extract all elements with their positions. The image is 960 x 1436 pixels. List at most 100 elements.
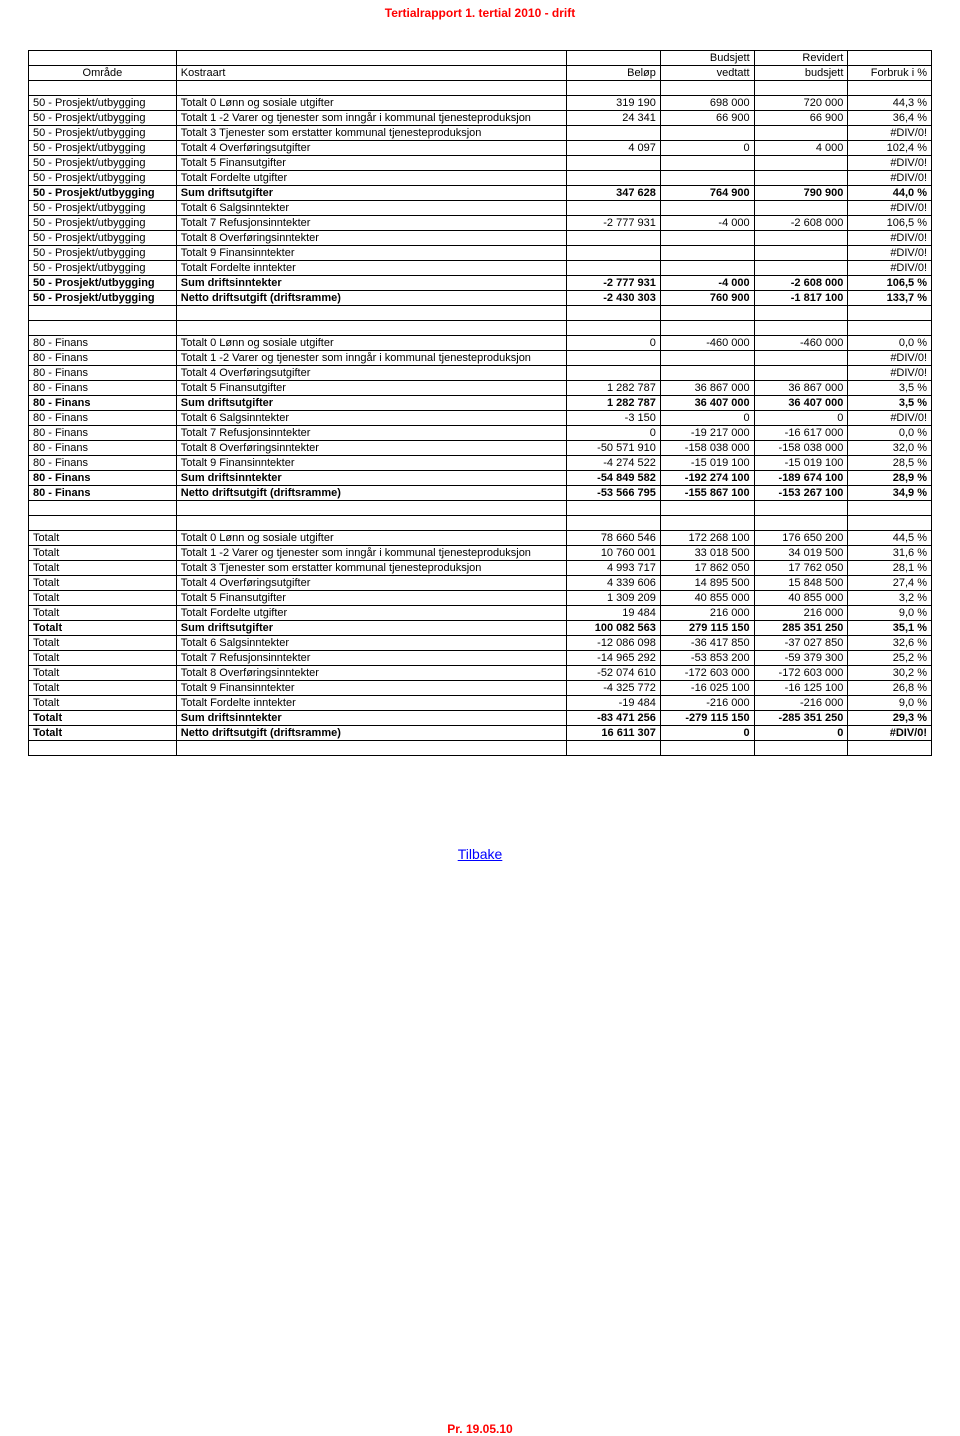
cell-kostraart: Totalt 7 Refusjonsinntekter — [176, 426, 566, 441]
table-row: TotaltTotalt 4 Overføringsutgifter4 339 … — [29, 576, 932, 591]
blank-cell — [754, 501, 848, 516]
cell-belop: -4 325 772 — [567, 681, 661, 696]
cell-forbruk: 35,1 % — [848, 621, 932, 636]
header-revidert-b: budsjett — [754, 66, 848, 81]
table-row: 50 - Prosjekt/utbyggingTotalt 0 Lønn og … — [29, 96, 932, 111]
cell-budsjett: -53 853 200 — [660, 651, 754, 666]
cell-belop — [567, 261, 661, 276]
cell-forbruk: 3,5 % — [848, 381, 932, 396]
cell-belop: -83 471 256 — [567, 711, 661, 726]
cell-kostraart: Totalt 3 Tjenester som erstatter kommuna… — [176, 561, 566, 576]
cell-budsjett — [660, 351, 754, 366]
cell-omrade: 50 - Prosjekt/utbygging — [29, 171, 177, 186]
cell-budsjett: 36 407 000 — [660, 396, 754, 411]
cell-revidert: -158 038 000 — [754, 441, 848, 456]
cell-omrade: 50 - Prosjekt/utbygging — [29, 201, 177, 216]
cell-budsjett: 0 — [660, 141, 754, 156]
cell-belop: -53 566 795 — [567, 486, 661, 501]
table-row: 50 - Prosjekt/utbyggingTotalt 3 Tjeneste… — [29, 126, 932, 141]
cell-budsjett — [660, 261, 754, 276]
blank-cell — [660, 501, 754, 516]
table-row: 80 - FinansTotalt 8 Overføringsinntekter… — [29, 441, 932, 456]
cell-belop: 4 993 717 — [567, 561, 661, 576]
cell-belop: 24 341 — [567, 111, 661, 126]
cell-belop: 1 282 787 — [567, 381, 661, 396]
blank-cell — [848, 306, 932, 321]
cell-kostraart: Sum driftsutgifter — [176, 186, 566, 201]
cell-kostraart: Totalt 6 Salgsinntekter — [176, 636, 566, 651]
cell-omrade: Totalt — [29, 711, 177, 726]
cell-omrade: 80 - Finans — [29, 366, 177, 381]
cell-budsjett: 764 900 — [660, 186, 754, 201]
header-forbruk: Forbruk i % — [848, 66, 932, 81]
header-blank — [29, 51, 177, 66]
cell-belop: -2 430 303 — [567, 291, 661, 306]
cell-kostraart: Totalt 0 Lønn og sosiale utgifter — [176, 336, 566, 351]
cell-belop: -3 150 — [567, 411, 661, 426]
cell-forbruk: 0,0 % — [848, 426, 932, 441]
cell-forbruk: 34,9 % — [848, 486, 932, 501]
blank-cell — [754, 81, 848, 96]
back-link[interactable]: Tilbake — [28, 846, 932, 862]
cell-kostraart: Totalt 7 Refusjonsinntekter — [176, 216, 566, 231]
table-row: 50 - Prosjekt/utbyggingTotalt 8 Overføri… — [29, 231, 932, 246]
cell-belop: 4 097 — [567, 141, 661, 156]
table-row: 50 - Prosjekt/utbyggingTotalt 5 Finansut… — [29, 156, 932, 171]
header-kostraart: Kostraart — [176, 66, 566, 81]
cell-forbruk: 25,2 % — [848, 651, 932, 666]
table-row: TotaltTotalt Fordelte utgifter19 484216 … — [29, 606, 932, 621]
blank-cell — [660, 81, 754, 96]
cell-omrade: Totalt — [29, 666, 177, 681]
cell-omrade: Totalt — [29, 681, 177, 696]
cell-kostraart: Totalt 8 Overføringsinntekter — [176, 666, 566, 681]
cell-omrade: 50 - Prosjekt/utbygging — [29, 231, 177, 246]
cell-forbruk: 44,0 % — [848, 186, 932, 201]
table-row: 50 - Prosjekt/utbyggingTotalt 7 Refusjon… — [29, 216, 932, 231]
cell-revidert: 285 351 250 — [754, 621, 848, 636]
cell-revidert: -16 617 000 — [754, 426, 848, 441]
blank-cell — [848, 81, 932, 96]
cell-budsjett: -279 115 150 — [660, 711, 754, 726]
cell-forbruk: 133,7 % — [848, 291, 932, 306]
cell-revidert: 17 762 050 — [754, 561, 848, 576]
cell-kostraart: Netto driftsutgift (driftsramme) — [176, 291, 566, 306]
cell-forbruk: 44,5 % — [848, 531, 932, 546]
cell-revidert: 15 848 500 — [754, 576, 848, 591]
cell-budsjett: -172 603 000 — [660, 666, 754, 681]
cell-kostraart: Totalt 4 Overføringsutgifter — [176, 576, 566, 591]
cell-kostraart: Totalt 8 Overføringsinntekter — [176, 441, 566, 456]
table-row: 80 - FinansTotalt 6 Salgsinntekter-3 150… — [29, 411, 932, 426]
cell-forbruk: 27,4 % — [848, 576, 932, 591]
cell-forbruk: 0,0 % — [848, 336, 932, 351]
cell-kostraart: Netto driftsutgift (driftsramme) — [176, 726, 566, 741]
cell-belop: -14 965 292 — [567, 651, 661, 666]
blank-cell — [567, 81, 661, 96]
cell-omrade: 80 - Finans — [29, 396, 177, 411]
cell-revidert: 36 867 000 — [754, 381, 848, 396]
cell-kostraart: Totalt 7 Refusjonsinntekter — [176, 651, 566, 666]
cell-revidert — [754, 231, 848, 246]
table-row: 50 - Prosjekt/utbyggingTotalt 1 -2 Varer… — [29, 111, 932, 126]
cell-omrade: 80 - Finans — [29, 381, 177, 396]
cell-forbruk: #DIV/0! — [848, 156, 932, 171]
cell-budsjett — [660, 126, 754, 141]
cell-omrade: 80 - Finans — [29, 351, 177, 366]
cell-belop: -50 571 910 — [567, 441, 661, 456]
cell-belop: -12 086 098 — [567, 636, 661, 651]
blank-cell — [176, 501, 566, 516]
blank-cell — [176, 306, 566, 321]
table-row: 80 - FinansTotalt 1 -2 Varer og tjeneste… — [29, 351, 932, 366]
cell-omrade: Totalt — [29, 696, 177, 711]
cell-omrade: Totalt — [29, 726, 177, 741]
cell-revidert: -189 674 100 — [754, 471, 848, 486]
cell-omrade: 80 - Finans — [29, 486, 177, 501]
blank-cell — [29, 741, 177, 756]
table-row: 50 - Prosjekt/utbyggingTotalt Fordelte u… — [29, 171, 932, 186]
cell-belop — [567, 246, 661, 261]
blank-cell — [567, 516, 661, 531]
cell-forbruk: 106,5 % — [848, 216, 932, 231]
cell-omrade: 50 - Prosjekt/utbygging — [29, 276, 177, 291]
cell-belop — [567, 156, 661, 171]
table-row: TotaltSum driftsinntekter-83 471 256-279… — [29, 711, 932, 726]
cell-revidert — [754, 261, 848, 276]
